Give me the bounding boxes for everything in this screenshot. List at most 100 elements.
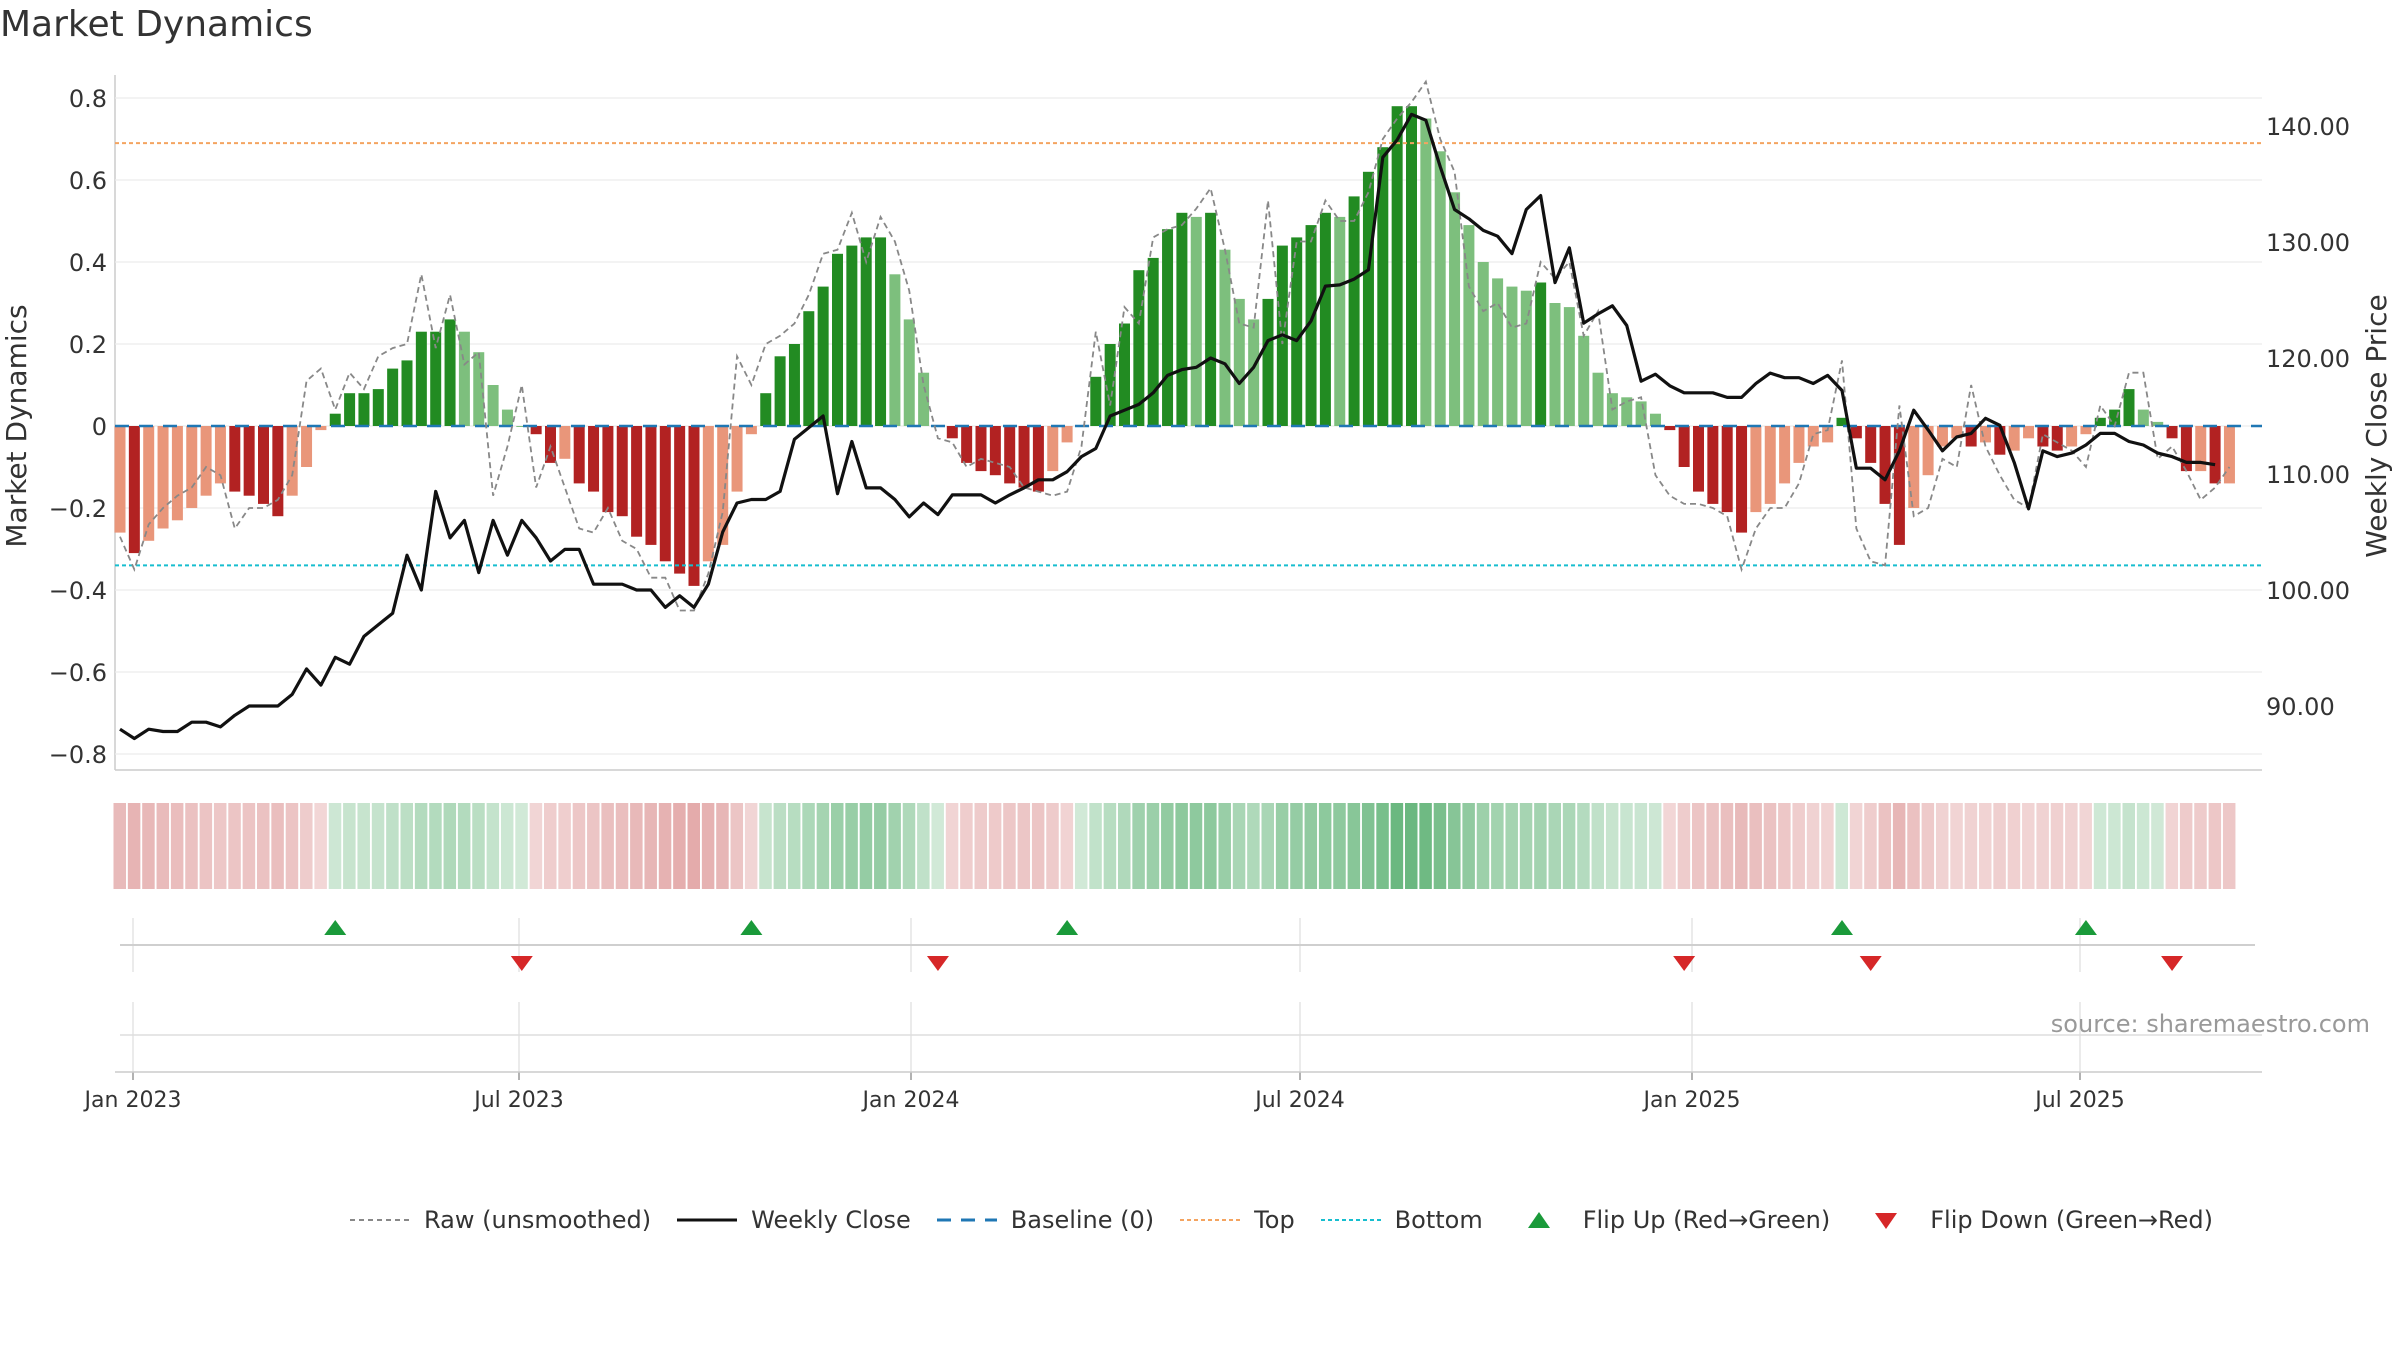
heat-strip-cell (1218, 803, 1231, 889)
heat-strip-cell (300, 803, 313, 889)
bar (1362, 171, 1374, 426)
heat-strip-cell (988, 803, 1002, 889)
heat-strip-cell (572, 803, 586, 889)
heat-strip-cell (343, 803, 356, 889)
heat-strip-cell (874, 803, 887, 889)
flip-up-marker (1056, 920, 1079, 935)
bar (1406, 106, 1417, 426)
bar (1736, 426, 1748, 533)
bar (1836, 417, 1848, 426)
bar (946, 426, 958, 439)
bar (143, 426, 155, 541)
heat-strip-cell (1118, 803, 1131, 889)
flip-up-marker (324, 920, 347, 935)
bar (1133, 270, 1145, 426)
bar (1764, 426, 1776, 504)
bar (989, 426, 1001, 476)
y-tick-label: −0.8 (49, 741, 107, 769)
bar (2023, 426, 2035, 439)
bar (1563, 307, 1575, 426)
legend-item-baseline: Baseline (0) (936, 1206, 1154, 1234)
bar (1047, 426, 1059, 472)
heat-strip-cell (1835, 803, 1848, 889)
heat-strip-cell (228, 803, 241, 889)
bar (401, 360, 413, 426)
flip-down-marker (2161, 956, 2184, 971)
bar (2109, 409, 2121, 426)
bar (1707, 426, 1719, 504)
heat-strip-cell (1562, 803, 1576, 889)
heat-strip-cell (1577, 803, 1590, 889)
heat-strip-cell (1605, 803, 1619, 889)
bar (2080, 426, 2092, 435)
y2-tick-label: 110.00 (2266, 461, 2350, 489)
bar (674, 426, 686, 574)
bar (2152, 421, 2164, 426)
bar (1233, 298, 1245, 426)
heat-strip-cell (1046, 803, 1059, 889)
heat-strip-cell (802, 803, 815, 889)
heat-strip-cell (2093, 803, 2107, 889)
heat-strip-cell (1275, 803, 1289, 889)
bar (1119, 323, 1130, 426)
heat-strip-cell (1792, 803, 1805, 889)
bar (918, 372, 930, 426)
bar (1305, 225, 1317, 426)
bar (272, 426, 284, 517)
bar (588, 426, 600, 492)
bar (645, 426, 657, 545)
bar (1190, 216, 1202, 426)
y-tick-label: −0.4 (49, 577, 107, 605)
y-tick-label: 0 (92, 413, 107, 441)
bar (702, 426, 714, 562)
x-tick-label: Jan 2025 (1642, 1088, 1741, 1113)
bar (2166, 426, 2178, 439)
heat-strip-cell (644, 803, 657, 889)
x-tick-label: Jul 2025 (2033, 1088, 2125, 1113)
flip-up-marker (740, 920, 763, 935)
bar (2137, 409, 2149, 426)
heat-strip-cell (630, 803, 643, 889)
bar (1994, 426, 2006, 455)
bar (214, 426, 226, 484)
x-tick-label: Jul 2023 (472, 1088, 564, 1113)
raw-series-line (119, 79, 2231, 612)
bar (1592, 372, 1604, 426)
heat-strip-cell (673, 803, 686, 889)
heat-strip-cell (2208, 803, 2222, 889)
heat-strip-cell (1376, 803, 1389, 889)
heat-strip-cell (1648, 803, 1662, 889)
heat-strip-cell (1935, 803, 1949, 889)
bar (1865, 426, 1877, 463)
bar (358, 393, 370, 426)
bar (832, 253, 843, 426)
heat-strip-cell (2022, 803, 2035, 889)
bar (286, 426, 298, 496)
bar (875, 237, 887, 426)
heat-strip-cell (730, 803, 744, 889)
y2-tick-label: 100.00 (2266, 577, 2350, 605)
heat-strip-cell (1534, 803, 1547, 889)
bar (344, 393, 356, 426)
heat-strip-cell (2007, 803, 2021, 889)
flip-up-marker (2074, 920, 2097, 935)
flip-down-marker (1859, 956, 1882, 971)
heat-strip-cell (1261, 803, 1274, 889)
heat-strip-cell (1979, 803, 1992, 889)
bar (1506, 286, 1518, 426)
heat-strip-cell (931, 803, 944, 889)
heat-strip-cell (257, 803, 270, 889)
bar (415, 331, 427, 426)
heat-strip-cell (515, 803, 528, 889)
heat-strip-cell (1591, 803, 1605, 889)
bar (200, 426, 212, 496)
bar (602, 426, 614, 513)
y2-tick-label: 130.00 (2266, 229, 2350, 257)
bar (2223, 426, 2235, 484)
bar (1176, 212, 1188, 426)
heat-strip-cell (1806, 803, 1820, 889)
heat-strip-cell (1089, 803, 1102, 889)
bar (1908, 426, 1920, 508)
legend-item-close: Weekly Close (677, 1206, 911, 1234)
